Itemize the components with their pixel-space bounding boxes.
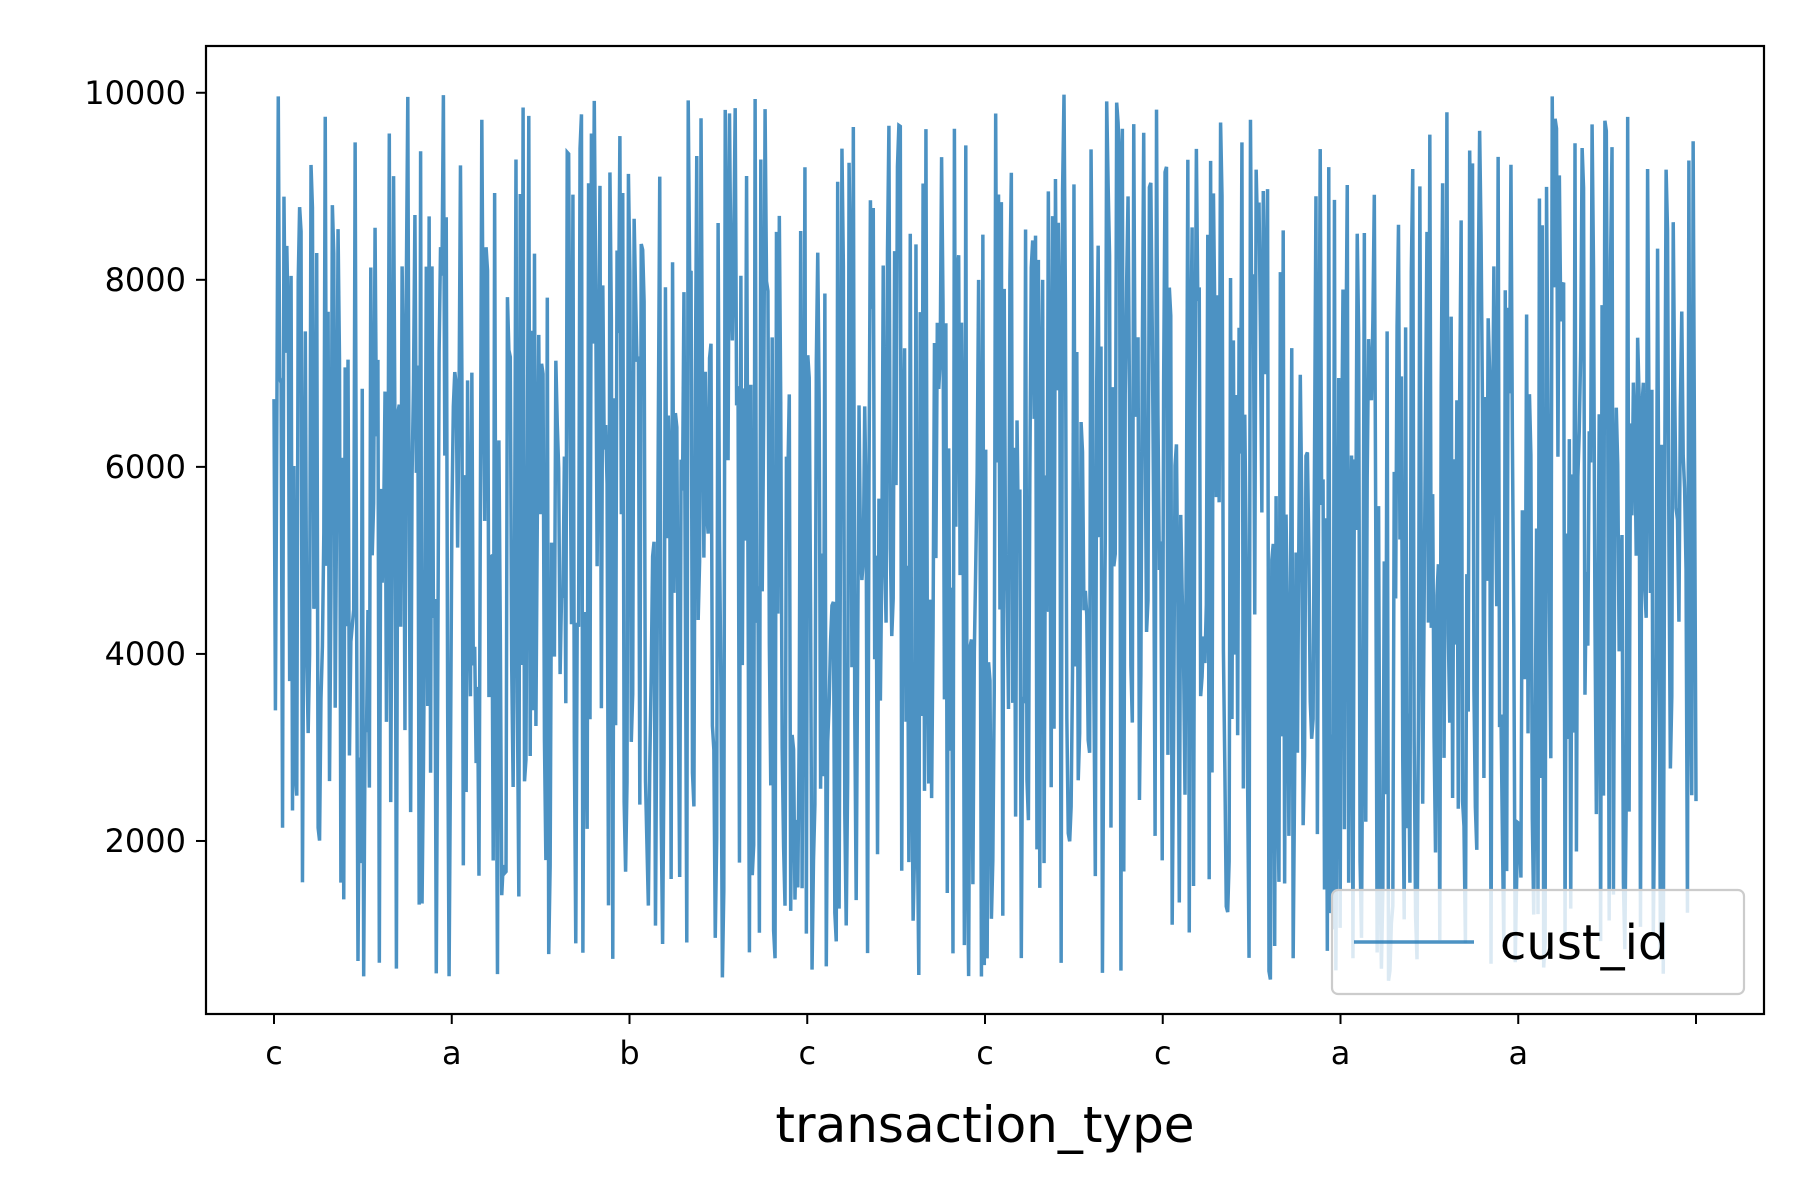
legend-label-cust-id: cust_id	[1500, 915, 1668, 971]
plot-area	[272, 94, 1698, 981]
y-axis: 2000 4000 6000 8000 10000	[84, 74, 206, 860]
y-tick-label: 4000	[105, 635, 186, 673]
legend-box	[1330, 888, 1746, 996]
y-tick-label: 8000	[105, 261, 186, 299]
x-tick-label: c	[976, 1034, 994, 1072]
x-tick-label: b	[619, 1034, 639, 1072]
x-axis-title: transaction_type	[775, 1096, 1194, 1154]
series-line-cust-id	[272, 94, 1698, 981]
x-tick-label: a	[1508, 1034, 1528, 1072]
legend: cust_id	[1330, 888, 1746, 996]
x-tick-label: c	[798, 1034, 816, 1072]
x-tick-label: a	[1331, 1034, 1351, 1072]
x-tick-label: c	[1154, 1034, 1172, 1072]
x-tick-label: c	[265, 1034, 283, 1072]
y-tick-label: 6000	[105, 448, 186, 486]
y-tick-label: 2000	[105, 822, 186, 860]
x-tick-label: a	[442, 1034, 462, 1072]
y-tick-label: 10000	[84, 74, 186, 112]
